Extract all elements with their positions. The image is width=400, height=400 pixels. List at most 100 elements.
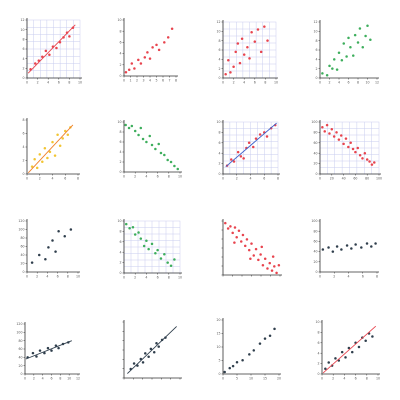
y-tick-label: 20 — [313, 162, 317, 166]
data-point — [155, 342, 158, 345]
y-tick-label: 0 — [315, 172, 317, 176]
data-point — [347, 36, 350, 40]
data-point — [33, 62, 37, 65]
data-point — [374, 242, 377, 245]
x-tick-label: 10 — [67, 377, 71, 381]
data-point — [256, 28, 260, 31]
x-tick-label: 4 — [47, 81, 49, 85]
scatter-panel-15: 0 5 10 15 20 0 5 10 15 20 — [216, 318, 281, 381]
scatter-panel-3: 0 2 4 6 8 10 12 0 2 4 6 8 10 — [216, 20, 278, 85]
data-point — [337, 51, 341, 55]
data-point — [260, 245, 264, 249]
data-point — [335, 131, 338, 134]
data-point — [173, 258, 176, 261]
data-point — [357, 345, 361, 349]
data-point — [345, 55, 348, 58]
data-point — [150, 242, 154, 246]
data-point — [328, 64, 331, 68]
data-point — [242, 157, 245, 160]
y-tick-label: 2 — [119, 160, 121, 164]
x-tick-label: 3 — [142, 79, 144, 83]
data-point — [238, 61, 242, 65]
data-point — [133, 67, 136, 70]
x-tick-label: 2 — [39, 177, 41, 181]
y-tick-label: 80 — [313, 229, 317, 233]
x-tick-label: 100 — [376, 177, 382, 181]
data-point — [354, 243, 357, 246]
data-point — [223, 370, 226, 374]
y-tick-label: 80 — [18, 339, 22, 343]
x-tick-label: 8 — [264, 81, 266, 85]
data-point — [261, 264, 265, 267]
scatter-panel-9: 0 20 40 60 80 100 120 0 2 4 6 8 10 — [18, 219, 80, 279]
data-point — [163, 41, 166, 44]
y-tick-label: 4 — [22, 57, 24, 61]
data-point — [373, 161, 376, 164]
x-tick-label: 2 — [136, 79, 138, 83]
gridlines — [222, 21, 277, 79]
data-point — [33, 158, 36, 161]
scatter-panel-4: 0 2 4 6 8 10 12 0 2 4 6 8 10 12 — [313, 20, 379, 85]
scatter-panel-14 — [122, 320, 182, 380]
data-point — [30, 261, 34, 264]
data-point — [335, 245, 339, 248]
data-point — [226, 227, 230, 230]
data-point — [41, 55, 44, 58]
trend-line — [27, 24, 76, 74]
trend-line — [27, 124, 74, 174]
y-tick-label: 8 — [119, 29, 121, 33]
data-point — [58, 144, 62, 148]
data-point — [145, 140, 148, 144]
y-tick-label: 0 — [218, 372, 220, 376]
y-tick-label: 0 — [22, 270, 24, 274]
y-tick-label: 2 — [22, 66, 24, 70]
x-tick-label: 0 — [222, 377, 224, 381]
data-point — [157, 345, 160, 348]
y-tick-label: 6 — [218, 48, 220, 52]
x-tick-label: 8 — [366, 377, 368, 381]
data-point — [163, 253, 166, 256]
data-point — [356, 41, 360, 44]
data-point — [323, 130, 326, 133]
scatter-panel-6: 0 2 4 6 8 10 0 2 4 6 8 10 — [117, 120, 182, 179]
x-tick-label: 10 — [365, 81, 369, 85]
x-tick-label: 8 — [67, 275, 69, 279]
data-point — [147, 247, 150, 251]
x-tick-label: 6 — [347, 81, 349, 85]
data-point — [356, 146, 360, 150]
data-point — [253, 40, 257, 43]
data-point — [241, 359, 244, 362]
data-point — [353, 33, 357, 37]
x-tick-label: 12 — [76, 377, 80, 381]
y-tick-label: 4 — [315, 57, 317, 61]
data-point — [236, 42, 240, 45]
x-tick-label: 6 — [157, 175, 159, 179]
y-tick-label: 80 — [20, 236, 24, 240]
data-point — [351, 147, 355, 151]
x-tick-label: 6 — [355, 377, 357, 381]
data-point — [365, 242, 369, 245]
data-point — [48, 53, 51, 57]
data-point — [239, 240, 243, 243]
data-point — [327, 246, 330, 249]
x-tick-label: 4 — [347, 275, 349, 279]
data-point — [139, 126, 143, 130]
data-point — [273, 327, 276, 331]
y-tick-label: 0 — [317, 372, 319, 376]
data-point — [349, 45, 352, 49]
data-point — [166, 36, 170, 39]
data-point — [68, 35, 71, 38]
y-tick-label: 6 — [119, 41, 121, 45]
data-point — [246, 45, 249, 49]
data-point — [337, 138, 341, 141]
data-point — [154, 251, 157, 255]
data-point — [334, 357, 337, 360]
data-point — [51, 239, 54, 242]
data-point — [229, 225, 232, 228]
data-point — [268, 334, 272, 337]
y-tick-label: 0 — [22, 172, 24, 176]
data-point — [137, 133, 140, 137]
y-tick-label: 15 — [216, 332, 220, 336]
y-tick-label: 0 — [22, 76, 24, 80]
data-point — [31, 351, 35, 355]
